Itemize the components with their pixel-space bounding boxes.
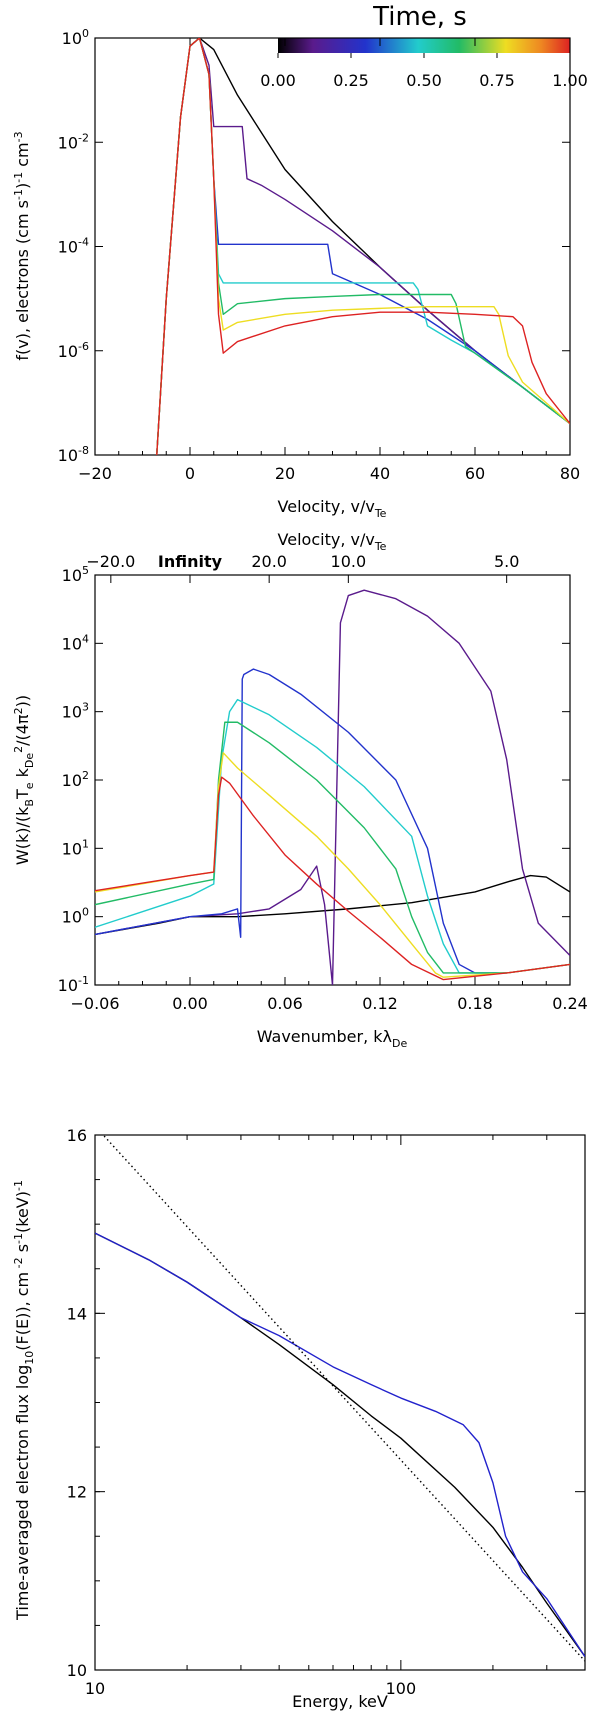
series-line-2 [95, 668, 570, 974]
x-axis-ticks: −0.06 0.00 0.06 0.12 0.18 0.24 [70, 977, 588, 1013]
y-axis-label: W(k)/(kBTe kDe2/(4π2)) [12, 695, 36, 865]
colorbar-title: Time, s [372, 2, 467, 32]
series-line-1 [95, 589, 570, 985]
plot-frame [94, 574, 571, 986]
y-tick-label: 105 [62, 564, 89, 585]
x-axis-ticks: 10 100 [85, 1135, 586, 1698]
x-tick-label: −0.06 [70, 994, 119, 1013]
x-tick-label: 0 [185, 464, 195, 483]
top-axis-label: Velocity, v/vTe [278, 530, 387, 553]
series-line-3 [95, 698, 570, 974]
y-tick-label: 10-6 [58, 340, 89, 361]
series-line-2 [156, 38, 570, 455]
top-tick-label: Infinity [158, 552, 223, 571]
y-tick-label: 100 [62, 906, 89, 927]
x-tick-label: −20 [78, 464, 112, 483]
series-line-1 [156, 38, 570, 455]
y-axis-ticks: 100 10-2 10-4 10-6 10-8 [58, 27, 570, 465]
top-tick-label: −20.0 [86, 552, 135, 571]
series-line-3 [156, 38, 570, 455]
plot-frame [94, 37, 571, 456]
panel-flux: 10 100 16 14 12 10 Energy, keV Time-averaged… [12, 1126, 586, 1711]
y-tick-label: 16 [67, 1126, 87, 1145]
x-axis-label: Wavenumber, kλDe [257, 1027, 408, 1050]
series-line-6 [95, 776, 570, 981]
y-tick-label: 101 [62, 837, 89, 858]
series-line-4 [156, 38, 570, 455]
series-line-0 [95, 1232, 585, 1658]
top-tick-label: 20.0 [251, 552, 287, 571]
series-line-1 [95, 1232, 585, 1658]
series-group [95, 1135, 585, 1662]
y-tick-label: 100 [62, 27, 89, 48]
series-group [95, 589, 570, 985]
top-tick-label: 5.0 [494, 552, 519, 571]
x-tick-label: 40 [370, 464, 390, 483]
x-tick-label: 60 [465, 464, 485, 483]
colorbar [278, 38, 570, 53]
x-tick-label: 0.24 [552, 994, 588, 1013]
panel-distribution: Time, s 0.00 0.25 0.50 0.75 1.00 −20 0 20 40 60 8… [12, 2, 588, 520]
y-tick-label: 103 [62, 701, 89, 722]
series-line-5 [156, 38, 570, 455]
series-line-6 [156, 38, 570, 455]
y-axis-ticks: 105 104 103 102 101 100 10-1 [58, 564, 570, 995]
colorbar-ticks: 0.00 0.25 0.50 0.75 1.00 [260, 53, 588, 90]
series-line-5 [95, 752, 570, 978]
y-tick-label: 10-4 [58, 236, 89, 257]
colorbar-tick-label: 0.00 [260, 71, 296, 90]
x-tick-label: 0.06 [267, 994, 303, 1013]
panel-spectrum: Velocity, v/vTe −20.0 Infinity 20.0 10.0 5.0… [12, 530, 588, 1050]
x-axis-ticks: −20 0 20 40 60 80 [78, 38, 580, 483]
x-tick-label: 100 [386, 1679, 417, 1698]
series-line-2 [102, 1135, 585, 1662]
colorbar-tick-label: 0.75 [479, 71, 515, 90]
y-tick-label: 104 [62, 632, 89, 653]
y-axis-ticks: 16 14 12 10 [67, 1126, 585, 1680]
x-tick-label: 0.00 [172, 994, 208, 1013]
y-tick-label: 102 [62, 769, 89, 790]
top-tick-label: 10.0 [331, 552, 367, 571]
x-tick-label: 20 [275, 464, 295, 483]
y-tick-label: 10-1 [58, 974, 89, 995]
x-tick-label: 10 [85, 1679, 105, 1698]
colorbar-tick-label: 0.25 [333, 71, 369, 90]
series-line-0 [156, 38, 570, 455]
y-tick-label: 10 [67, 1661, 87, 1680]
series-line-0 [95, 874, 570, 936]
top-axis-ticks: −20.0 Infinity 20.0 10.0 5.0 [86, 552, 519, 583]
y-tick-label: 12 [67, 1483, 87, 1502]
x-axis-label: Velocity, v/vTe [278, 497, 387, 520]
series-group [156, 38, 570, 455]
x-tick-label: 80 [560, 464, 580, 483]
colorbar-tick-label: 0.50 [406, 71, 442, 90]
x-tick-label: 0.12 [362, 994, 398, 1013]
y-tick-label: 10-8 [58, 444, 89, 465]
y-tick-label: 10-2 [58, 131, 89, 152]
y-axis-label: Time-averaged electron flux log10(F(E)),… [12, 1180, 36, 1621]
x-tick-label: 0.18 [457, 994, 493, 1013]
y-axis-label: f(v), electrons (cm s-1)-1 cm-3 [12, 131, 32, 360]
y-tick-label: 14 [67, 1304, 87, 1323]
x-axis-label: Energy, keV [292, 1692, 388, 1711]
plot-frame [94, 1134, 586, 1671]
